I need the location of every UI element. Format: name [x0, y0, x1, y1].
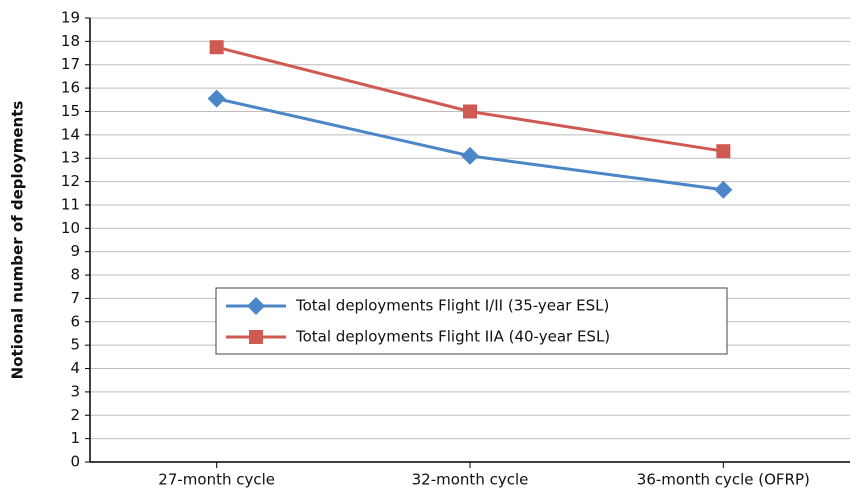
- y-tick-label: 11: [61, 195, 80, 213]
- y-tick-label: 19: [61, 9, 80, 27]
- y-tick-label: 13: [61, 149, 80, 167]
- y-tick-label: 1: [70, 429, 80, 447]
- x-tick-label: 32-month cycle: [412, 471, 529, 489]
- y-tick-label: 12: [61, 172, 80, 190]
- y-tick-label: 14: [61, 125, 80, 143]
- y-tick-label: 4: [70, 359, 80, 377]
- x-tick-label: 36-month cycle (OFRP): [637, 471, 810, 489]
- y-tick-label: 6: [70, 312, 80, 330]
- y-tick-label: 8: [70, 266, 80, 284]
- y-tick-label: 17: [61, 55, 80, 73]
- series-line: [216, 45, 724, 153]
- diamond-marker: [461, 146, 479, 165]
- square-marker: [716, 144, 731, 159]
- square-marker: [209, 40, 224, 55]
- diamond-marker: [714, 180, 733, 199]
- diamond-marker: [207, 89, 226, 108]
- y-tick-label: 10: [61, 219, 80, 237]
- square-marker: [463, 104, 477, 119]
- y-tick-label: 3: [70, 382, 80, 400]
- y-axis-label: Notional number of deployments: [9, 101, 27, 380]
- legend-label: Total deployments Flight IIA (40-year ES…: [295, 328, 610, 346]
- y-tick-label: 16: [61, 79, 80, 97]
- y-tick-label: 5: [70, 336, 80, 354]
- legend-marker: [247, 297, 265, 315]
- x-tick-label: 27-month cycle: [158, 471, 275, 489]
- legend-marker: [249, 330, 263, 344]
- legend-label: Total deployments Flight I/II (35-year E…: [295, 297, 609, 315]
- y-tick-label: 18: [61, 32, 80, 50]
- legend-box: [215, 287, 728, 355]
- y-tick-label: 15: [61, 102, 80, 120]
- y-tick-label: 0: [70, 453, 80, 471]
- y-tick-label: 7: [70, 289, 80, 307]
- y-tick-label: 9: [70, 242, 80, 260]
- y-tick-label: 2: [70, 406, 80, 424]
